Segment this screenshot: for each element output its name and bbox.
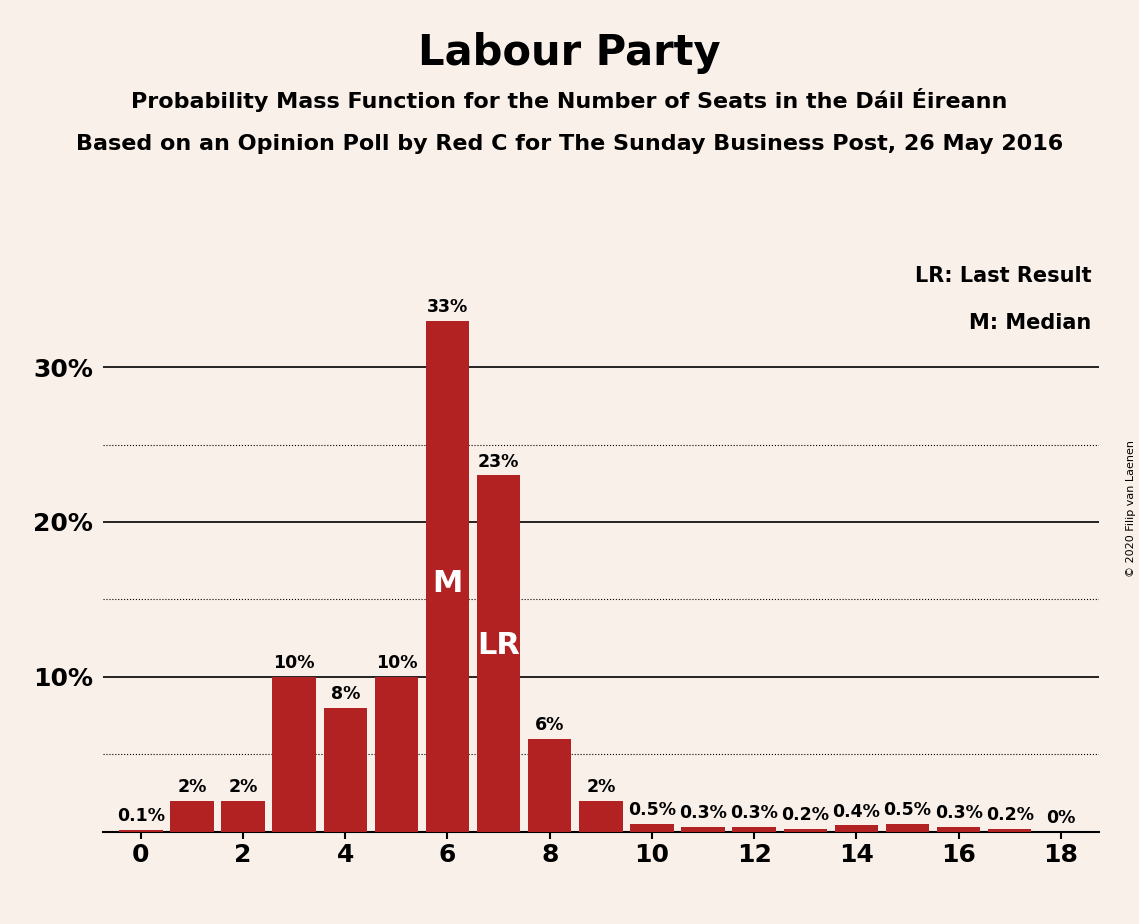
Bar [120,830,163,832]
Text: 0.4%: 0.4% [833,803,880,821]
Text: 0.3%: 0.3% [935,804,983,822]
Text: 2%: 2% [587,778,615,796]
Text: 6%: 6% [535,716,565,734]
Text: 2%: 2% [178,778,206,796]
Text: 2%: 2% [229,778,257,796]
Bar [528,738,572,832]
Text: Labour Party: Labour Party [418,32,721,74]
Text: Based on an Opinion Poll by Red C for The Sunday Business Post, 26 May 2016: Based on an Opinion Poll by Red C for Th… [76,134,1063,154]
Bar [630,824,673,832]
Bar [477,476,521,832]
Text: 8%: 8% [330,685,360,703]
Text: LR: LR [477,631,521,661]
Text: 0%: 0% [1046,808,1075,827]
Bar [272,676,316,832]
Text: 10%: 10% [273,654,314,672]
Text: 0.3%: 0.3% [730,804,778,822]
Text: 0.2%: 0.2% [985,806,1034,824]
Text: 0.5%: 0.5% [884,801,932,820]
Bar [375,676,418,832]
Bar [784,829,827,832]
Bar [835,825,878,832]
Text: Probability Mass Function for the Number of Seats in the Dáil Éireann: Probability Mass Function for the Number… [131,88,1008,112]
Text: 0.1%: 0.1% [117,808,165,825]
Text: 33%: 33% [427,298,468,316]
Bar [579,800,623,832]
Bar [221,800,264,832]
Bar [937,827,981,832]
Text: LR: Last Result: LR: Last Result [915,266,1091,286]
Bar [681,827,724,832]
Text: © 2020 Filip van Laenen: © 2020 Filip van Laenen [1126,440,1136,577]
Bar [426,321,469,832]
Text: M: Median: M: Median [969,313,1091,333]
Text: 0.5%: 0.5% [628,801,675,820]
Bar [732,827,776,832]
Bar [170,800,214,832]
Bar [323,708,367,832]
Bar [988,829,1032,832]
Text: 0.3%: 0.3% [679,804,727,822]
Text: 10%: 10% [376,654,417,672]
Text: 23%: 23% [478,453,519,471]
Text: 0.2%: 0.2% [781,806,829,824]
Bar [886,824,929,832]
Text: M: M [433,569,462,599]
